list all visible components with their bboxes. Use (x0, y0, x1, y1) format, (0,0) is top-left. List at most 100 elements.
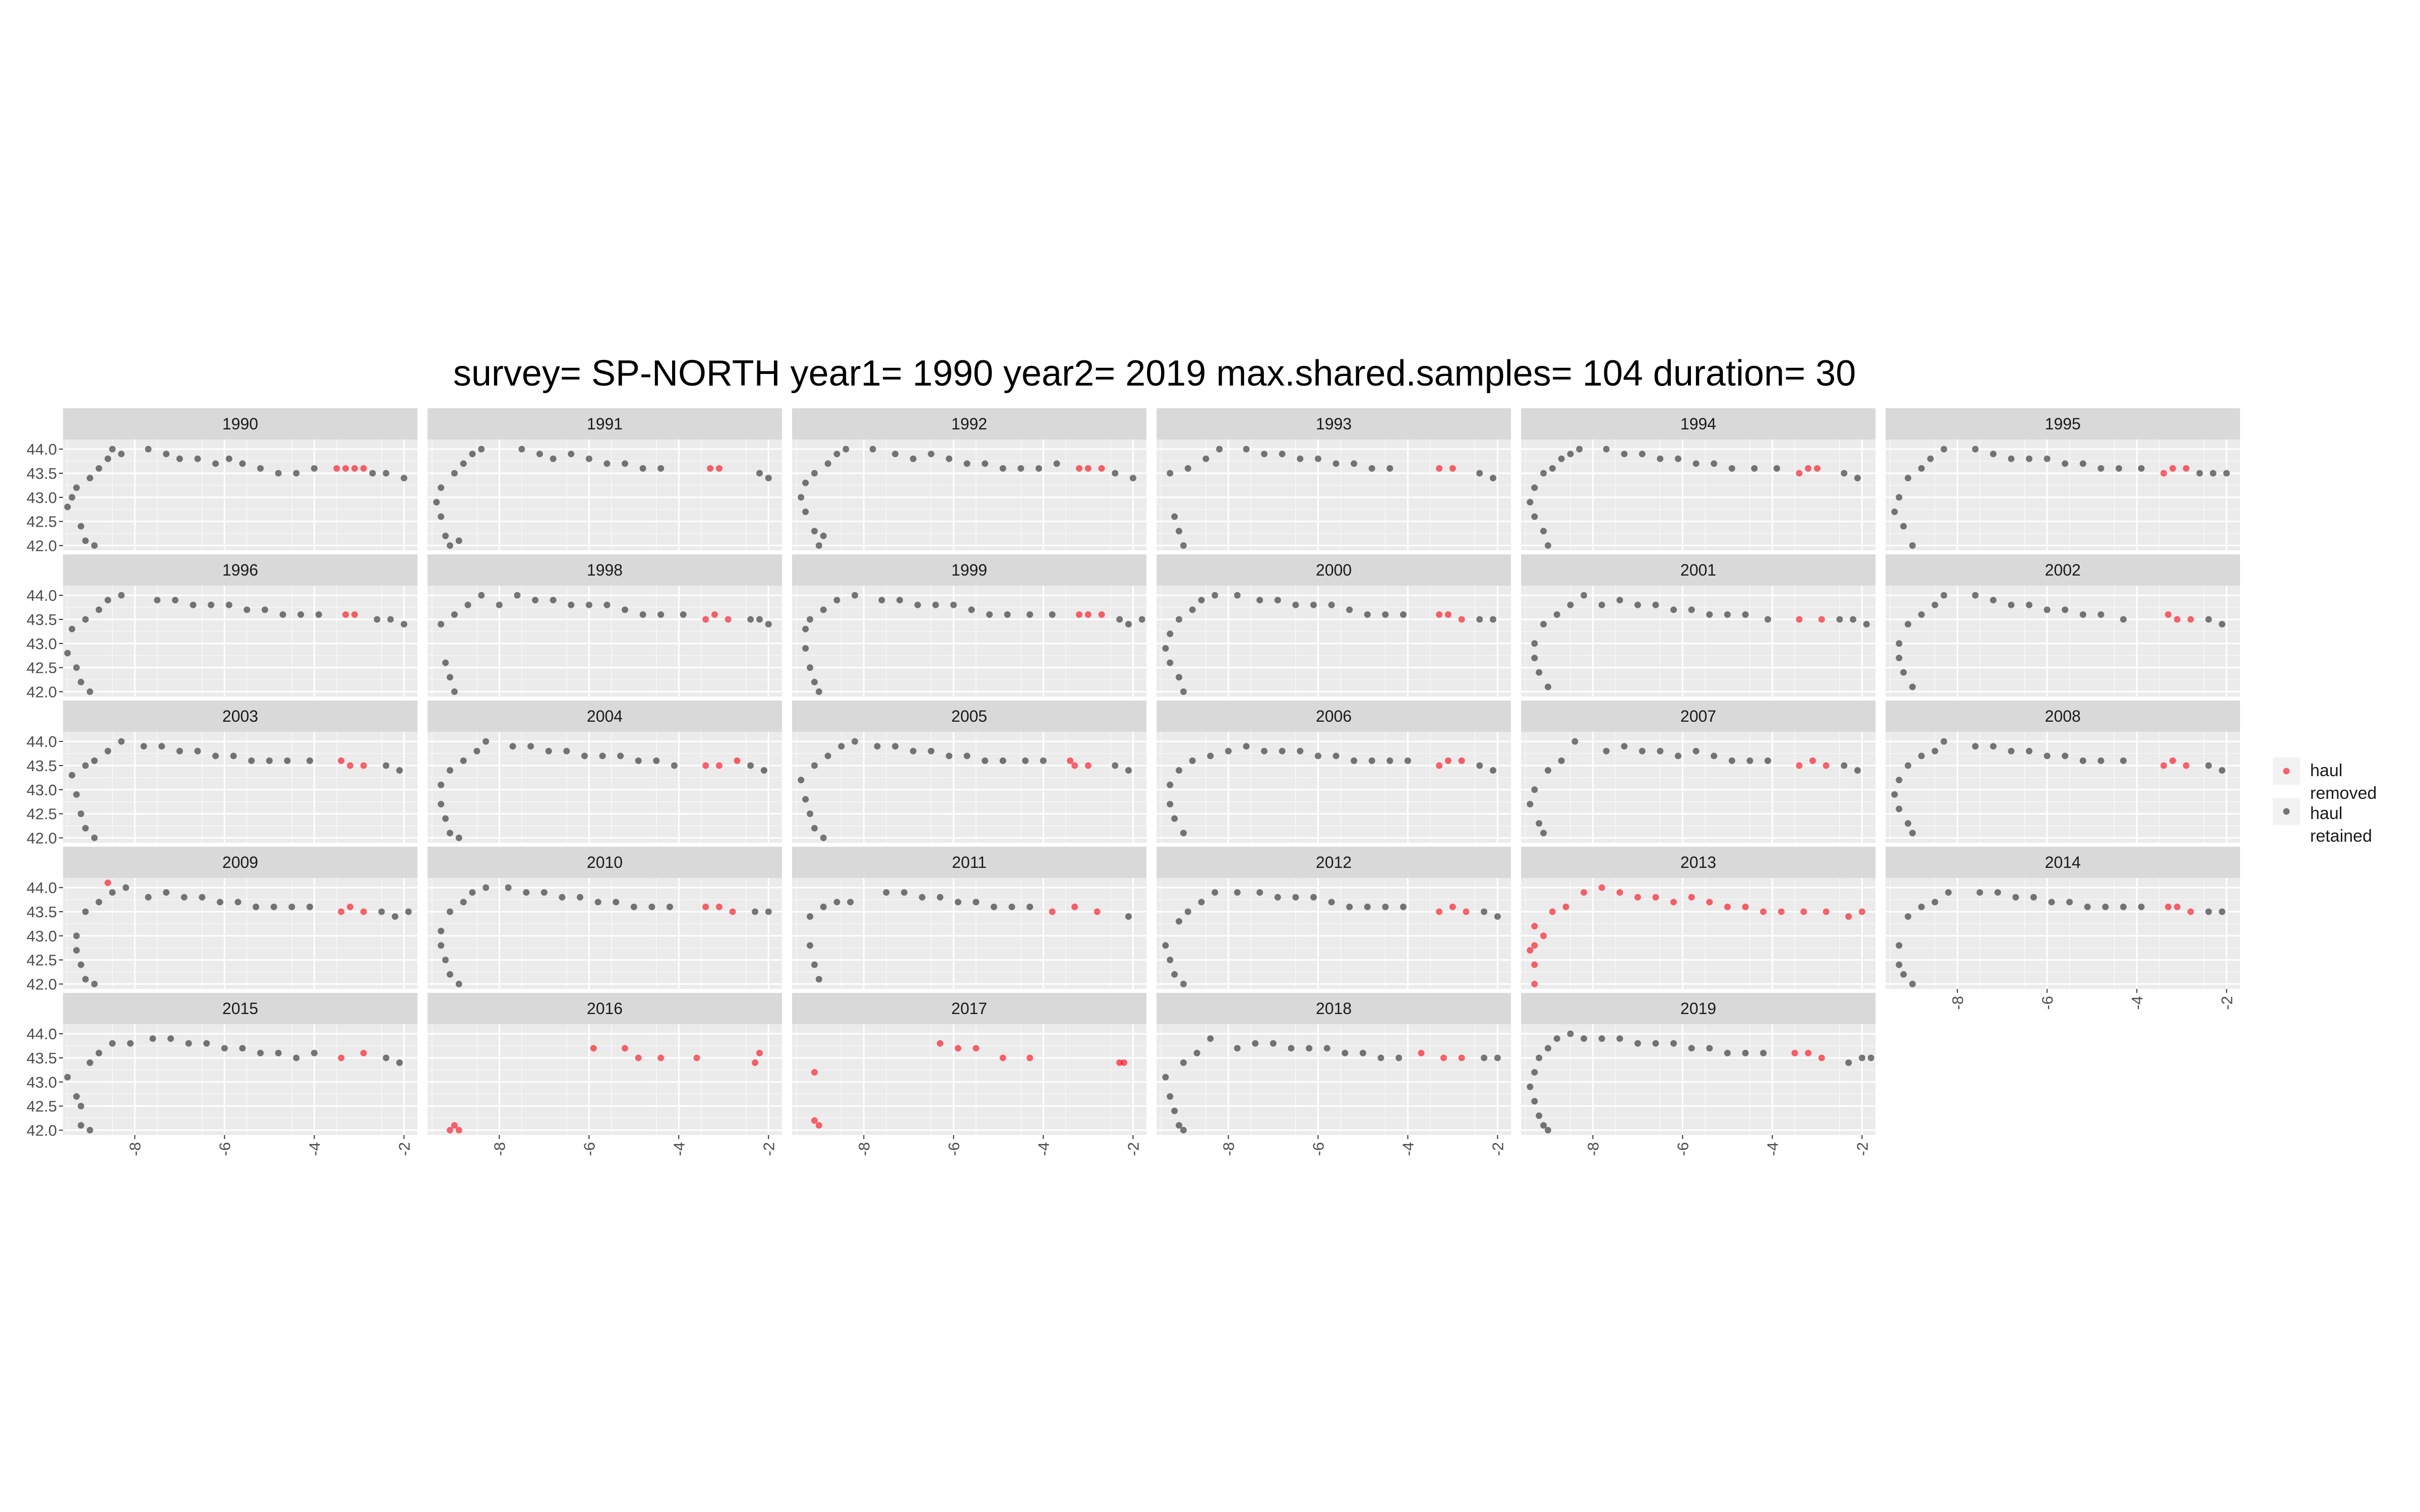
point-retained (1189, 606, 1196, 613)
point-retained (1544, 767, 1551, 774)
point-retained (2062, 460, 2069, 467)
point-retained (140, 743, 147, 750)
point-retained (657, 465, 664, 472)
panel-background (428, 439, 782, 550)
point-retained (1261, 747, 1268, 754)
point-retained (807, 810, 814, 817)
point-retained (123, 884, 130, 891)
point-retained (248, 757, 255, 764)
point-retained (2115, 465, 2123, 472)
point-retained (932, 601, 939, 608)
point-retained (1976, 889, 1983, 896)
point-retained (78, 961, 85, 968)
point-removed (1531, 923, 1538, 930)
point-retained (1252, 1040, 1259, 1047)
point-retained (1728, 465, 1735, 472)
point-retained (438, 484, 445, 491)
point-retained (2205, 908, 2212, 915)
point-retained (275, 470, 282, 477)
point-retained (1931, 747, 1939, 754)
point-retained (807, 942, 814, 949)
point-removed (1778, 908, 1785, 915)
point-retained (1346, 606, 1353, 613)
point-removed (693, 1054, 700, 1061)
point-retained (577, 894, 584, 901)
point-retained (1540, 1122, 1547, 1129)
point-retained (1022, 757, 1029, 764)
point-retained (1531, 640, 1538, 647)
panel-background (792, 1024, 1146, 1135)
facet-strip (428, 408, 782, 439)
y-tick-label: 43.0 (27, 927, 57, 945)
point-removed (1121, 1059, 1128, 1066)
point-retained (1404, 757, 1411, 764)
point-retained (847, 899, 854, 906)
point-retained (78, 523, 85, 530)
point-retained (1536, 820, 1543, 827)
point-retained (505, 884, 512, 891)
point-retained (1544, 1126, 1551, 1133)
point-removed (1458, 1054, 1465, 1061)
point-retained (239, 460, 246, 467)
point-retained (928, 747, 935, 754)
point-retained (986, 611, 993, 618)
point-retained (1256, 597, 1263, 604)
point-retained (1688, 606, 1695, 613)
point-retained (455, 980, 462, 987)
point-retained (1279, 747, 1286, 754)
point-retained (396, 1059, 403, 1066)
panel-background (428, 1024, 782, 1135)
facet-strip-label: 2013 (1680, 853, 1716, 871)
point-removed (756, 1049, 763, 1056)
point-removed (1449, 465, 1456, 472)
panel-background (1521, 878, 1876, 989)
point-retained (261, 606, 268, 613)
point-retained (311, 1049, 318, 1056)
point-removed (1071, 762, 1078, 769)
point-retained (73, 484, 80, 491)
point-retained (945, 455, 952, 462)
x-tick-label: -2 (1853, 1142, 1871, 1156)
point-retained (1527, 498, 1534, 506)
point-retained (369, 470, 376, 477)
point-retained (1598, 601, 1605, 608)
facet-strip-label: 1998 (587, 561, 623, 579)
point-retained (446, 830, 453, 837)
facet-strip (1521, 701, 1876, 732)
point-removed (1458, 616, 1465, 623)
point-retained (1760, 1049, 1767, 1056)
point-retained (1634, 1040, 1641, 1047)
facet-strip (1157, 993, 1511, 1024)
point-retained (212, 460, 219, 467)
point-retained (756, 470, 763, 477)
point-retained (2210, 470, 2217, 477)
panel-background (792, 878, 1146, 989)
point-retained (1900, 669, 1907, 676)
point-removed (1531, 961, 1538, 968)
point-retained (446, 971, 453, 978)
point-retained (1941, 738, 1948, 745)
y-tick-label: 42.0 (27, 1121, 57, 1139)
point-retained (765, 475, 772, 482)
point-retained (1333, 752, 1340, 760)
point-removed (1076, 465, 1083, 472)
point-retained (1558, 455, 1565, 462)
point-removed (1084, 762, 1092, 769)
facet-strip-label: 2017 (951, 999, 987, 1018)
point-retained (2066, 899, 2073, 906)
point-retained (469, 889, 476, 896)
point-removed (711, 611, 718, 618)
point-retained (811, 825, 818, 832)
y-tick-label: 44.0 (27, 733, 57, 750)
point-retained (1639, 451, 1646, 458)
point-retained (1742, 1049, 1749, 1056)
point-retained (1972, 446, 1979, 453)
point-retained (1909, 980, 1916, 987)
point-removed (1436, 908, 1443, 915)
point-retained (1017, 465, 1024, 472)
point-retained (635, 757, 642, 764)
point-retained (1180, 688, 1187, 695)
point-retained (648, 903, 655, 910)
point-retained (1351, 460, 1358, 467)
point-retained (1234, 1045, 1241, 1052)
